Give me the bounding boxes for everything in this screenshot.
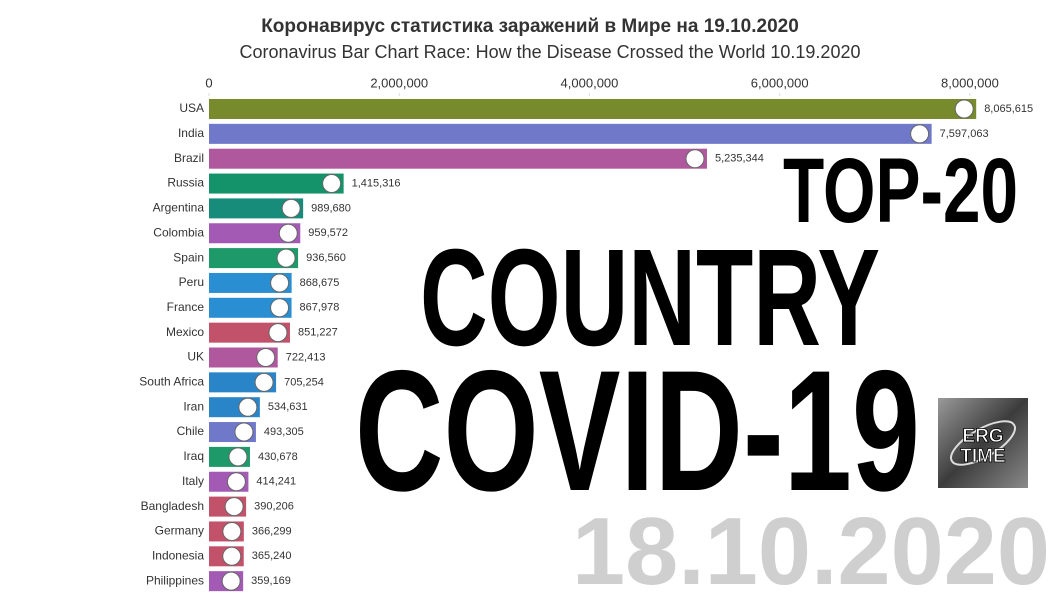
x-tick-label: 4,000,000 (561, 75, 619, 90)
flag-icon (222, 521, 242, 541)
bar (209, 123, 932, 144)
value-label: 366,299 (252, 525, 292, 537)
value-label: 989,680 (311, 202, 351, 214)
value-label: 722,413 (286, 351, 326, 363)
y-tick-label: Chile (177, 424, 205, 438)
flag-icon (256, 348, 276, 367)
y-tick-label: Philippines (146, 573, 204, 587)
x-tick-label: 6,000,000 (751, 75, 809, 90)
bar (209, 272, 292, 293)
value-label: 936,560 (306, 252, 346, 264)
overlay-covid: COVID-19 (355, 335, 920, 527)
x-tick-label: 2,000,000 (370, 75, 428, 90)
logo-text: ERG (962, 426, 1003, 447)
chart-subtitle: Coronavirus Bar Chart Race: How the Dise… (240, 42, 861, 62)
logo-orbit (950, 420, 1016, 466)
value-label: 430,678 (258, 451, 298, 463)
value-label: 705,254 (284, 376, 324, 388)
bar (209, 297, 292, 318)
overlay-date: 18.10.2020 (572, 498, 1050, 594)
flag-icon (322, 174, 342, 194)
flag-icon (685, 149, 705, 169)
flag-icon (222, 546, 242, 566)
y-tick-label: Bangladesh (141, 499, 204, 513)
flag-icon (276, 248, 296, 268)
y-tick-label: India (178, 126, 204, 140)
x-tick-label: 8,000,000 (941, 75, 999, 90)
value-label: 7,597,063 (940, 128, 989, 140)
value-label: 5,235,344 (715, 153, 764, 165)
bar (209, 173, 344, 194)
flag-icon (254, 372, 274, 392)
value-label: 1,415,316 (352, 177, 401, 189)
y-tick-label: Italy (182, 474, 204, 488)
value-label: 959,572 (308, 227, 348, 239)
value-label: 8,065,615 (984, 103, 1033, 115)
value-label: 867,978 (300, 302, 340, 314)
y-tick-label: Mexico (166, 325, 204, 339)
flag-icon (226, 472, 246, 492)
bar (209, 198, 304, 219)
flag-icon (224, 497, 244, 517)
plot: 0 2,000,000 4,000,000 6,000,000 8,000,000 USA… (139, 75, 1033, 592)
bar (209, 99, 977, 119)
chart-title: Коронавирус статистика заражений в Мире … (261, 16, 799, 37)
bar (209, 248, 299, 269)
y-tick-label: Iraq (183, 449, 204, 463)
flag-icon (910, 124, 930, 144)
y-tick-label: Spain (173, 250, 204, 264)
flag-icon (268, 323, 288, 343)
bar (209, 223, 301, 244)
y-tick-label: UK (187, 350, 204, 364)
flag-icon (234, 422, 254, 442)
flag-icon (221, 571, 241, 591)
flag-icon (278, 223, 298, 243)
y-tick-label: France (167, 300, 205, 314)
y-tick-label: Iran (183, 399, 204, 413)
logo (938, 398, 1028, 488)
bar (209, 148, 707, 169)
y-tick-label: Germany (155, 524, 204, 538)
y-tick-label: Peru (179, 275, 204, 289)
value-label: 534,631 (268, 401, 308, 413)
value-label: 390,206 (254, 501, 294, 513)
y-tick-label: Argentina (153, 201, 205, 215)
y-tick-label: Colombia (153, 225, 204, 239)
value-label: 359,169 (251, 575, 291, 587)
flag-icon (228, 447, 248, 467)
y-tick-label: USA (179, 101, 204, 115)
value-label: 365,240 (252, 550, 292, 562)
flag-icon (238, 397, 258, 417)
overlay-country: COUNTRY (420, 221, 880, 375)
flag-icon (270, 298, 290, 318)
logo-text: TIME (960, 446, 1005, 467)
flag-icon (281, 198, 301, 218)
flag-icon (270, 273, 290, 293)
value-label: 851,227 (298, 327, 338, 339)
bar (209, 322, 290, 343)
value-label: 414,241 (256, 476, 296, 488)
y-tick-label: Brazil (174, 151, 204, 165)
value-label: 868,675 (300, 277, 340, 289)
y-tick-label: Indonesia (152, 548, 204, 562)
flag-icon (954, 99, 974, 119)
y-tick-label: Russia (167, 176, 204, 190)
y-tick-label: South Africa (139, 375, 204, 389)
value-label: 493,305 (264, 426, 304, 438)
x-tick-label: 0 (205, 75, 212, 90)
overlay-top: TOP-20 (783, 140, 1018, 242)
